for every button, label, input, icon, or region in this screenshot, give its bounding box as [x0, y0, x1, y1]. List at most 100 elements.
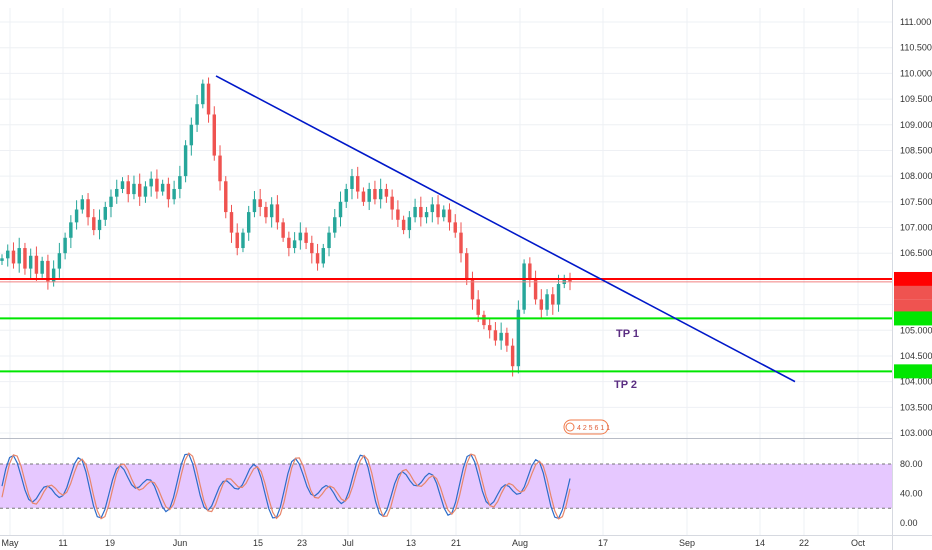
- candle-body: [419, 206, 423, 218]
- candle-body: [487, 325, 492, 331]
- candle-body: [34, 255, 39, 274]
- candle-body: [436, 204, 440, 218]
- oscillator-tick-label: 80.00: [900, 459, 923, 469]
- price-tick-label: 104.500: [900, 351, 932, 361]
- candle-body: [28, 255, 33, 269]
- candle-body: [551, 294, 555, 305]
- candle-body: [69, 222, 73, 238]
- candle-body: [229, 212, 234, 233]
- price-tick-label: 107.500: [900, 197, 932, 207]
- candle-body: [453, 222, 457, 233]
- trendline: [215, 75, 796, 383]
- watermark-badge: [563, 419, 609, 435]
- candle-body: [160, 183, 165, 192]
- candle-body: [109, 196, 113, 207]
- candle-body: [74, 209, 79, 223]
- time-tick-label: Oct: [851, 538, 866, 548]
- candle-body: [189, 124, 194, 146]
- time-tick-label: Sep: [679, 538, 695, 548]
- candle-body: [321, 248, 326, 264]
- price-tick-label: 109.500: [900, 94, 932, 104]
- price-tick-label: 108.500: [900, 145, 932, 155]
- candle-body: [201, 83, 205, 105]
- candle-body: [137, 183, 142, 197]
- candle-body: [568, 278, 572, 282]
- candle-body: [206, 83, 211, 115]
- candle-body: [264, 206, 268, 218]
- candle-body: [143, 186, 148, 197]
- candle-body: [430, 204, 435, 213]
- candle-body: [396, 209, 400, 220]
- candle-body: [92, 217, 96, 231]
- price-tick-label: 106.500: [900, 248, 932, 258]
- candle-body: [212, 114, 217, 156]
- time-tick-label: 22: [799, 538, 809, 548]
- candle-body: [51, 268, 56, 282]
- candle-body: [80, 199, 85, 210]
- price-tick-label: 110.000: [900, 68, 932, 78]
- candle-body: [0, 258, 4, 261]
- watermark-text: 4 2 5 6 1 1: [577, 425, 610, 432]
- price-tick-label: 103.000: [900, 428, 932, 438]
- candle-body: [378, 188, 383, 200]
- candle-body: [183, 145, 188, 177]
- candle-body: [57, 253, 62, 269]
- candle-body: [447, 209, 452, 223]
- overlay: TP 1 TP 2 4 2 5 6 1 1: [563, 271, 932, 435]
- candle-body: [258, 199, 262, 207]
- price-tick-label: 110.500: [900, 43, 932, 53]
- candle-body: [246, 212, 251, 233]
- candle-body: [275, 204, 280, 223]
- time-tick-label: Aug: [512, 538, 528, 548]
- candle-body: [333, 217, 337, 233]
- oscillator-pane: [0, 452, 892, 520]
- candle-body: [344, 188, 348, 202]
- candle-body: [482, 314, 486, 326]
- current-price-badge-bg: [894, 285, 932, 300]
- candle-body: [40, 260, 44, 274]
- time-tick-label: 11: [58, 538, 67, 548]
- candle-body: [442, 209, 446, 218]
- oscillator-tick-label: 40.00: [900, 489, 923, 499]
- candle-body: [292, 240, 297, 249]
- stochastic-k-line: [1, 453, 571, 520]
- candle-body: [298, 232, 303, 241]
- candle-body: [350, 176, 354, 189]
- candle-body: [401, 219, 406, 231]
- time-tick-label: 13: [406, 538, 416, 548]
- candle-body: [172, 188, 176, 200]
- candle-body: [224, 181, 228, 213]
- price-tick-label: 111.000: [900, 17, 931, 27]
- candle-body: [6, 250, 10, 259]
- price-tick-label: 104.000: [900, 377, 932, 387]
- time-tick-label: 17: [598, 538, 608, 548]
- candle-body: [539, 299, 544, 310]
- candle-body: [97, 219, 102, 231]
- candle-body: [17, 248, 21, 264]
- candle-body: [424, 212, 429, 218]
- candle-body: [304, 232, 308, 243]
- candle-body: [533, 278, 538, 300]
- candle-body: [195, 104, 199, 125]
- time-tick-label: May: [1, 538, 19, 548]
- time-tick-label: 23: [297, 538, 307, 548]
- candle-body: [522, 263, 526, 310]
- candle-body: [338, 201, 343, 218]
- time-tick-label: Jun: [173, 538, 188, 548]
- watermark-icon: [565, 422, 575, 432]
- candle-body: [361, 191, 366, 202]
- candle-body: [149, 178, 153, 187]
- candle-body: [281, 222, 285, 238]
- time-tick-label: 14: [755, 538, 765, 548]
- candle-body: [465, 253, 469, 279]
- candle-body: [235, 232, 239, 249]
- candle-body: [269, 204, 274, 218]
- price-tick-label: 105.000: [900, 325, 932, 335]
- candle-body: [355, 176, 360, 192]
- level-badge-105998-bg: [894, 271, 932, 286]
- candle-body: [178, 176, 182, 189]
- candle-body: [218, 155, 222, 182]
- candle-body: [510, 345, 515, 367]
- candle-body: [23, 248, 27, 269]
- price-tick-label: 107.000: [900, 223, 932, 233]
